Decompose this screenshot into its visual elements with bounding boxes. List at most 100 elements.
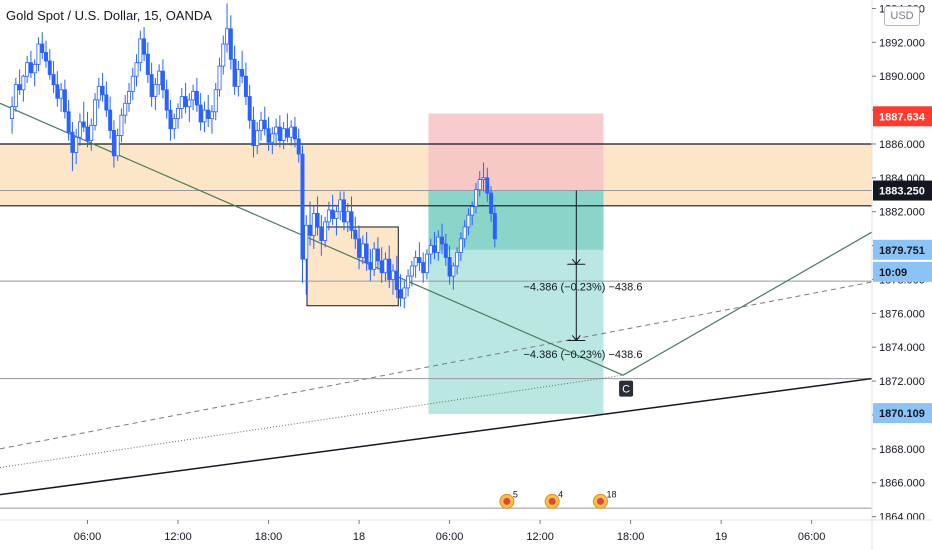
price-label: 1887.634 — [879, 111, 926, 123]
candle-body — [206, 109, 211, 119]
candle-body — [421, 262, 426, 274]
candle-body — [145, 53, 150, 75]
candle-body — [489, 192, 494, 214]
candle-body — [274, 126, 279, 135]
price-tick-label: 1866.000 — [879, 478, 925, 490]
candle-body — [296, 138, 301, 155]
time-tick-label: 06:00 — [798, 531, 826, 543]
candle-body — [104, 94, 109, 111]
candle-body — [455, 251, 460, 267]
candle-body — [259, 119, 263, 131]
candle-body — [77, 121, 82, 138]
candle-body — [221, 43, 226, 67]
candle-body — [10, 106, 15, 119]
candle-body — [172, 118, 177, 130]
candle-body — [138, 38, 143, 64]
candle-body — [383, 258, 388, 274]
candle-body — [142, 38, 147, 55]
candle-body — [183, 96, 188, 108]
event-count: 4 — [558, 489, 563, 499]
currency-button[interactable]: USD — [884, 6, 920, 26]
candle-body — [25, 62, 30, 77]
candle-body — [432, 245, 437, 253]
price-tick-label: 1872.000 — [879, 376, 925, 388]
price-tick-label: 1864.000 — [879, 512, 925, 524]
candle-body — [353, 229, 358, 240]
event-count: 18 — [606, 489, 616, 499]
candle-body — [13, 84, 18, 108]
candle-body — [168, 109, 173, 130]
candle-body — [308, 224, 313, 236]
take-profit-active-zone — [428, 190, 604, 250]
candle-body — [462, 226, 467, 240]
candle-body — [285, 128, 290, 138]
candle-body — [115, 135, 120, 157]
candle-body — [424, 253, 429, 274]
candle-body — [375, 248, 380, 262]
candle-body — [28, 62, 33, 74]
price-tick-label: 1868.000 — [879, 444, 925, 456]
candle-body — [360, 243, 365, 258]
candle-body — [368, 262, 373, 270]
candle-body — [372, 248, 377, 270]
candle-body — [289, 126, 294, 138]
price-tick-label: 1890.000 — [879, 71, 925, 83]
candle-body — [100, 85, 105, 96]
candle-body — [436, 236, 441, 253]
candle-body — [466, 214, 471, 228]
candle-body — [70, 131, 75, 153]
flag-icon-center — [503, 497, 511, 505]
flag-icon-center — [596, 497, 604, 505]
candle-body — [341, 199, 346, 223]
candle-body — [300, 153, 305, 260]
candle-body — [32, 63, 37, 74]
candle-body — [85, 126, 90, 141]
candle-body — [323, 221, 328, 241]
candle-body — [228, 28, 233, 60]
candle-body — [236, 69, 241, 87]
price-label: 1870.109 — [879, 408, 925, 420]
price-label: 10:09 — [879, 267, 907, 279]
measure-label: −4.386 (−0.23%) −438.6 — [524, 281, 643, 293]
candle-body — [304, 224, 309, 260]
price-tick-label: 1874.000 — [879, 342, 925, 354]
candle-body — [217, 65, 222, 91]
price-tick-label: 1892.000 — [879, 37, 925, 49]
candle-body — [243, 75, 248, 97]
price-tick-label: 1876.000 — [879, 308, 925, 320]
price-label-box — [873, 261, 932, 282]
candle-body — [179, 96, 184, 109]
candle-body — [270, 133, 275, 143]
candle-body — [402, 287, 407, 299]
candle-body — [440, 236, 445, 245]
candle-body — [247, 96, 252, 121]
candle-body — [123, 102, 128, 116]
candle-body — [330, 209, 335, 219]
candle-body — [473, 189, 478, 208]
candle-body — [59, 89, 64, 99]
candle-body — [194, 91, 199, 106]
measure-arrowhead — [571, 258, 581, 266]
candle-body — [213, 89, 218, 113]
candle-body — [394, 270, 399, 291]
time-tick-label: 18:00 — [255, 531, 283, 543]
candle-body — [266, 128, 271, 143]
candle-body — [119, 114, 124, 136]
price-label: 1879.751 — [879, 245, 925, 257]
candle-body — [111, 130, 116, 157]
wave-label: C — [622, 384, 630, 396]
candle-body — [311, 213, 316, 236]
time-tick-label: 12:00 — [526, 531, 554, 543]
time-tick-label: 06:00 — [74, 531, 102, 543]
candle-body — [21, 75, 26, 91]
candle-body — [349, 211, 354, 231]
candle-body — [470, 206, 475, 216]
candle-body — [74, 136, 79, 153]
event-count: 5 — [513, 489, 518, 499]
price-label: 1883.250 — [879, 186, 925, 198]
candle-body — [326, 209, 331, 223]
candle-body — [262, 119, 267, 130]
candle-body — [232, 58, 237, 87]
candle-body — [281, 128, 286, 141]
